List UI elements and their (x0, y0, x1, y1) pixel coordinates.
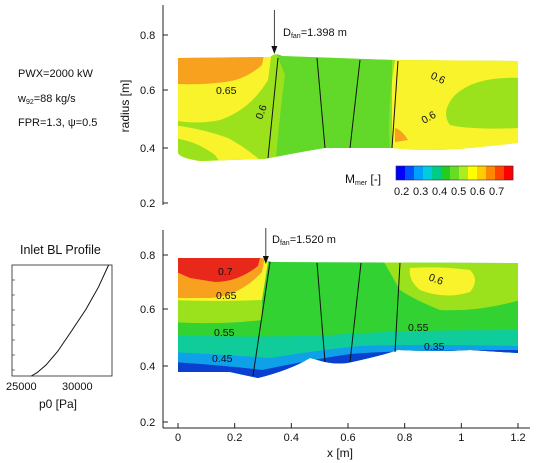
bottom-ytick-0.4: 0.4 (140, 361, 155, 373)
bottom-contour-label-6: 0.35 (424, 341, 445, 353)
bottom-ytick-0.6: 0.6 (140, 304, 155, 316)
bottom-xtick-label-0: 0 (175, 432, 181, 444)
colorbar-tick-2: 0.4 (432, 186, 447, 198)
bottom-contour-label-3: 0.45 (212, 353, 233, 365)
colorbar: 0.2 0.3 0.4 0.5 0.6 0.7 (394, 165, 514, 198)
top-fan-sub: fan (290, 33, 301, 40)
bottom-fan-diameter-label: Dfan=1.520 m (272, 234, 336, 247)
bottom-fan-sub: fan (279, 240, 290, 247)
top-fan-diameter-label: Dfan=1.398 m (283, 27, 347, 40)
colorbar-label-rest: [-] (367, 172, 382, 186)
inlet-xlabel: p0 [Pa] (39, 397, 77, 411)
bottom-xtick-label-1: 0.2 (227, 432, 242, 444)
colorbar-swatch-10 (486, 166, 496, 180)
fpr-label: FPR=1.3, ψ=0.5 (18, 117, 98, 129)
colorbar-swatch-1 (405, 166, 415, 180)
colorbar-swatch-9 (477, 166, 487, 180)
colorbar-label-sub: mer (355, 180, 368, 187)
colorbar-swatch-3 (423, 166, 433, 180)
bottom-xtick-label-5: 1 (458, 432, 464, 444)
colorbar-swatches (396, 166, 514, 180)
inlet-xtick-0: 25000 (6, 381, 37, 393)
top-fan-base: D (283, 27, 291, 39)
colorbar-label: Mmer [-] (345, 172, 381, 187)
bottom-ytick-0.2: 0.2 (140, 417, 155, 429)
bottom-contour-labels: 0.7 0.65 0.55 0.45 0.6 0.55 0.35 (212, 266, 445, 365)
bottom-contour-label-2: 0.55 (214, 327, 235, 339)
colorbar-swatch-5 (441, 166, 451, 180)
bottom-fan-base: D (272, 234, 280, 246)
top-ytick-0.2: 0.2 (140, 198, 155, 210)
colorbar-swatch-4 (432, 166, 442, 180)
top-y-ticks: 0.8 0.6 0.4 0.2 (140, 30, 168, 210)
bottom-xtick-label-4: 0.8 (397, 432, 412, 444)
top-ytick-0.8: 0.8 (140, 30, 155, 42)
colorbar-swatch-11 (495, 166, 505, 180)
top-fan-value: =1.398 m (300, 27, 347, 39)
colorbar-tick-1: 0.3 (413, 186, 428, 198)
bottom-contour-label-4: 0.6 (427, 272, 445, 288)
top-contour-label-2: 0.6 (429, 70, 447, 87)
bottom-ytick-0.8: 0.8 (140, 250, 155, 262)
bottom-blade-lines (252, 261, 401, 377)
bottom-y-ticks: 0.8 0.6 0.4 0.2 (140, 250, 168, 429)
colorbar-label-base: M (345, 172, 355, 186)
colorbar-tick-3: 0.5 (451, 186, 466, 198)
mass-flow-label: w92=88 kg/s (18, 93, 76, 106)
top-ytick-0.6: 0.6 (140, 85, 155, 97)
colorbar-tick-5: 0.7 (489, 186, 504, 198)
bottom-xlabel: x [m] (327, 446, 353, 460)
colorbar-ticks: 0.2 0.3 0.4 0.5 0.6 0.7 (394, 186, 504, 198)
inlet-profile-chart: 25000 30000 p0 [Pa] (6, 264, 113, 411)
colorbar-swatch-12 (504, 166, 514, 180)
colorbar-tick-4: 0.6 (470, 186, 485, 198)
bottom-xtick-label-2: 0.4 (284, 432, 299, 444)
colorbar-tick-0: 0.2 (394, 186, 409, 198)
top-ytick-0.4: 0.4 (140, 143, 155, 155)
bottom-x-ticks: 0 0.2 0.4 0.6 0.8 1 1.2 (175, 423, 526, 444)
mass-flow-sub: 92 (25, 99, 34, 106)
top-fan-marker (271, 10, 278, 54)
top-contour-label-1: 0.6 (254, 103, 270, 121)
top-contour-field (178, 54, 518, 161)
top-contour-label-0: 0.65 (216, 85, 237, 97)
inlet-profile-left-ticks (12, 279, 15, 371)
colorbar-swatch-8 (468, 166, 478, 180)
colorbar-swatch-7 (459, 166, 469, 180)
bottom-fan-marker (262, 228, 269, 264)
top-blade-lines (267, 57, 399, 159)
inlet-profile-line (31, 264, 110, 377)
colorbar-swatch-2 (414, 166, 424, 180)
mass-flow-base: w (18, 93, 26, 105)
mass-flow-value: =88 kg/s (33, 93, 76, 105)
bottom-contour-label-0: 0.7 (218, 266, 233, 278)
bottom-fan-value: =1.520 m (289, 234, 336, 246)
colorbar-swatch-0 (396, 166, 406, 180)
bottom-contour-label-5: 0.55 (408, 322, 429, 334)
top-ylabel: radius [m] (118, 80, 132, 133)
bottom-contour-label-1: 0.65 (216, 290, 237, 302)
pwx-label: PWX=2000 kW (18, 68, 93, 80)
bottom-xtick-label-6: 1.2 (510, 432, 525, 444)
inlet-profile-title: Inlet BL Profile (20, 243, 101, 257)
bottom-xtick-label-3: 0.6 (340, 432, 355, 444)
colorbar-swatch-6 (450, 166, 460, 180)
inlet-xtick-1: 30000 (62, 381, 93, 393)
